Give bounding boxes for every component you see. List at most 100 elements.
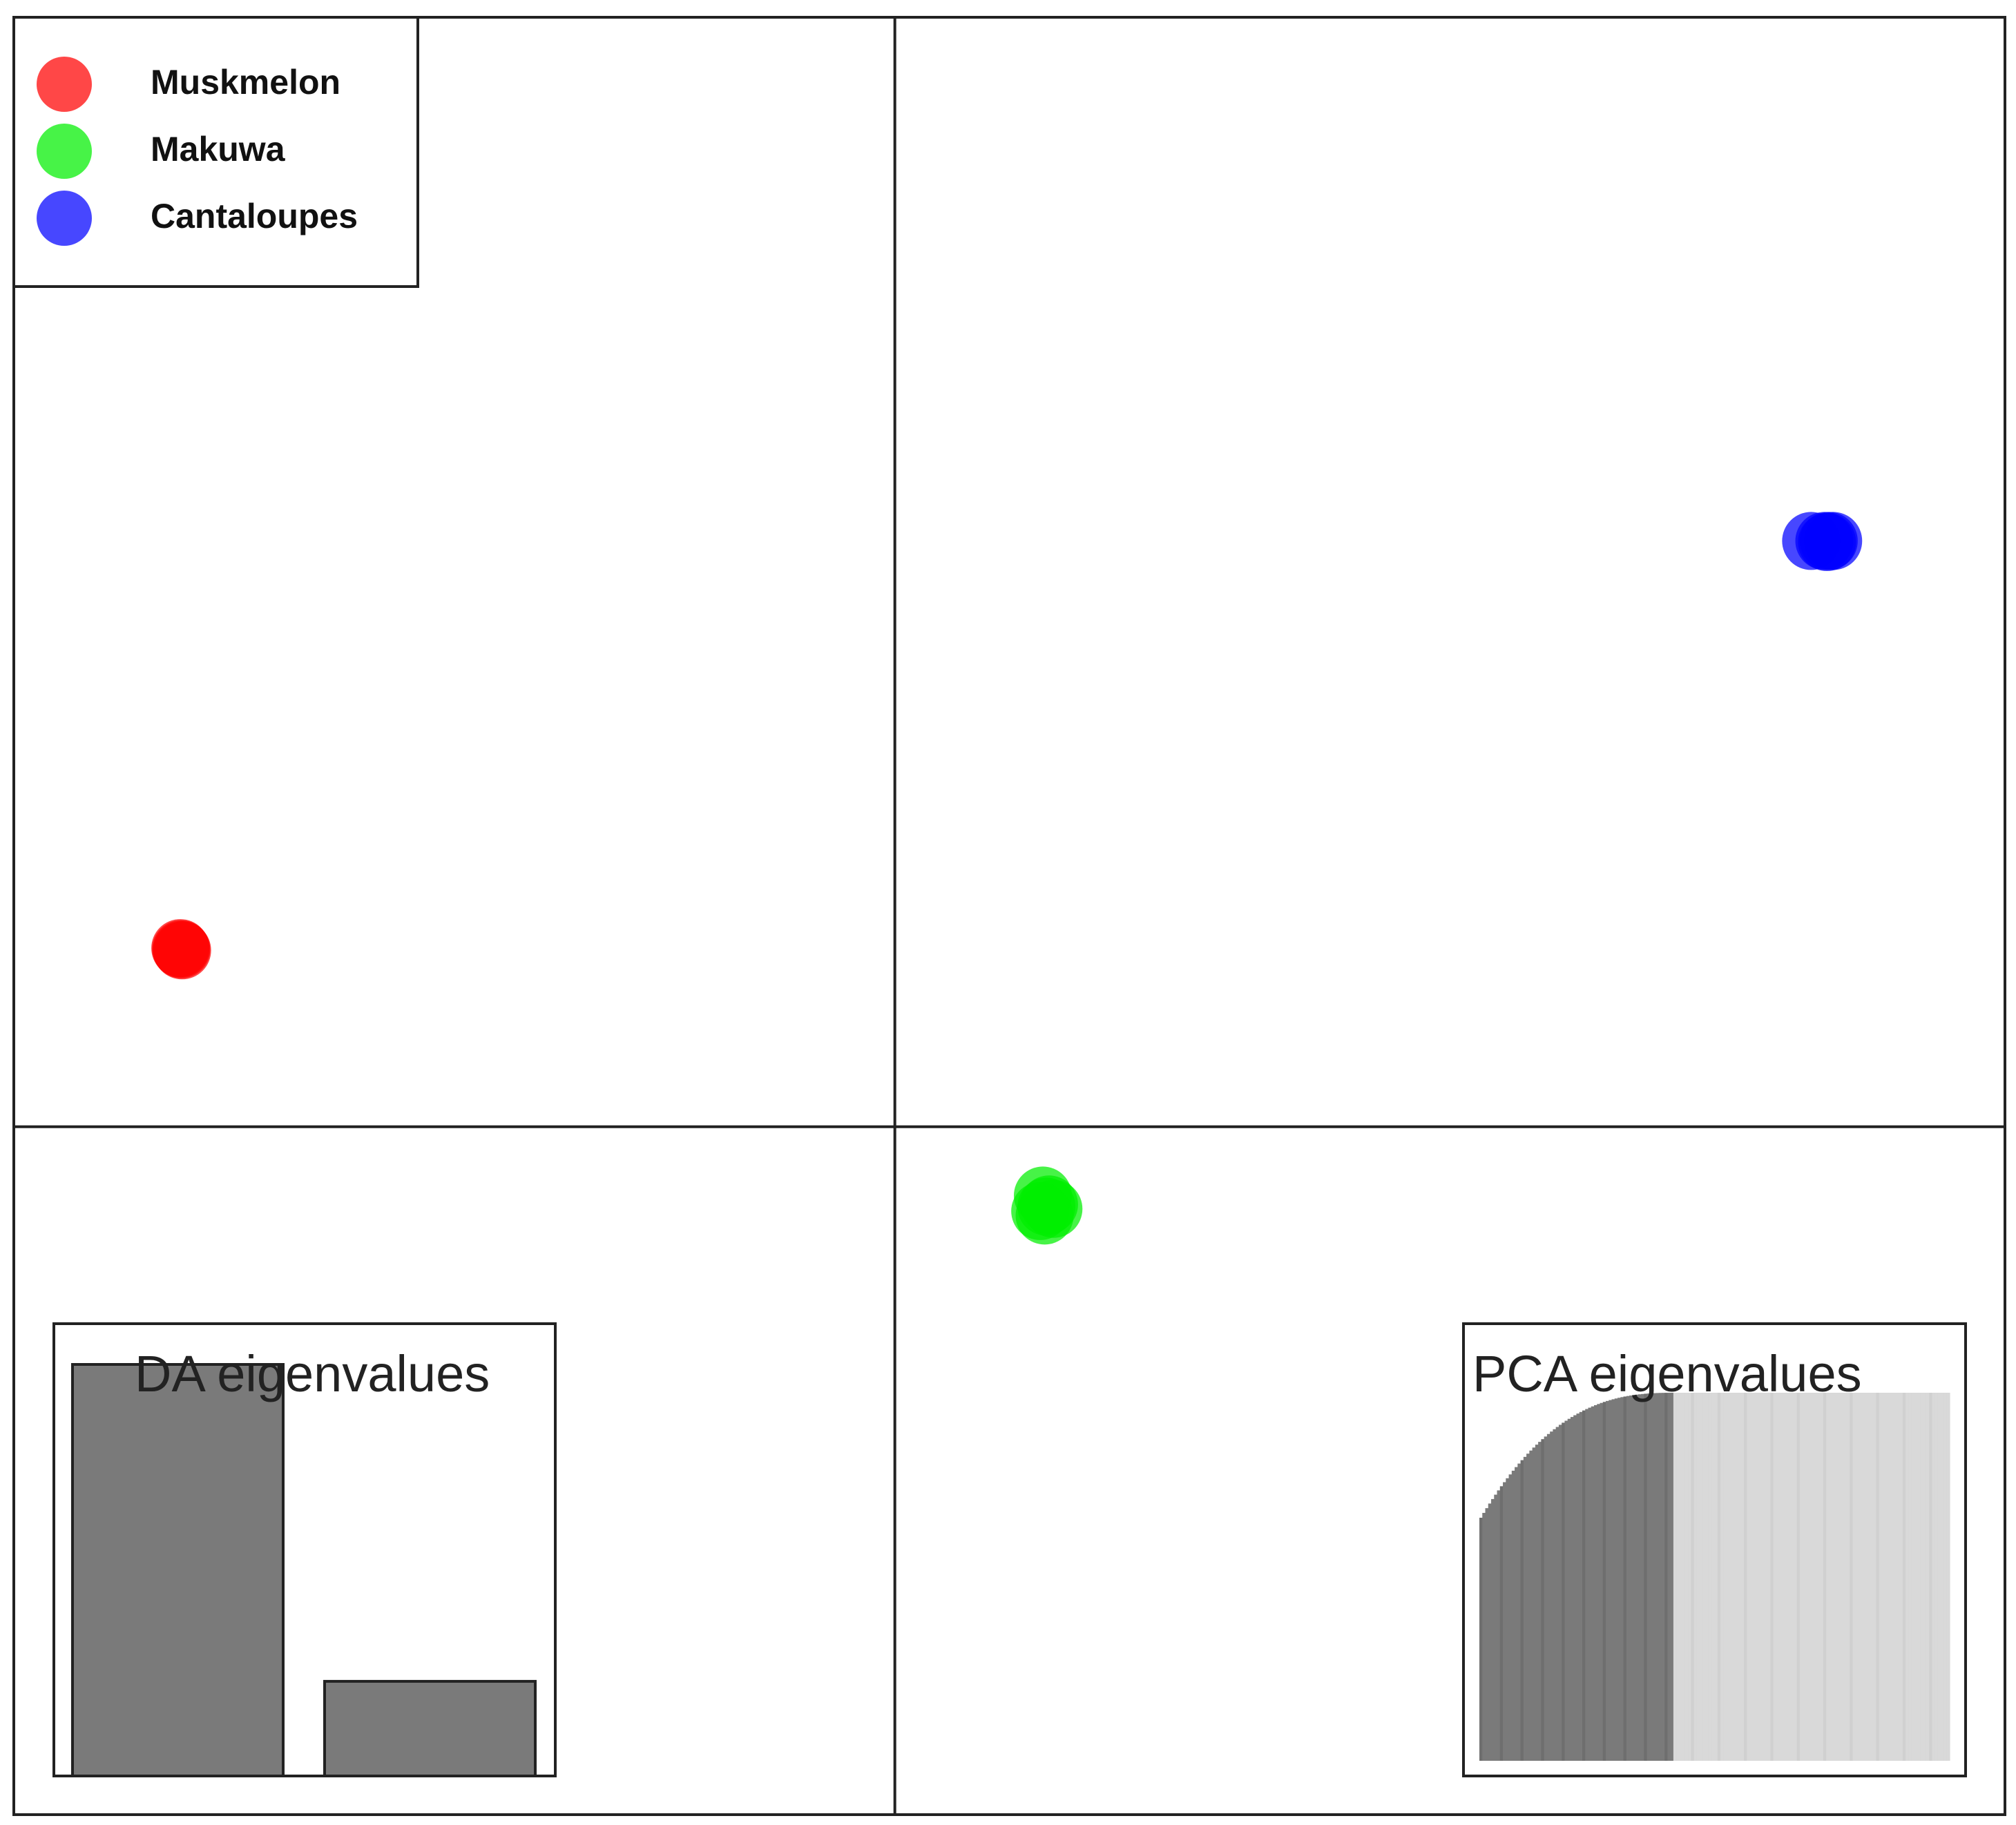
pca-eigenvalue-bar — [1882, 1393, 1885, 1761]
pca-eigenvalue-bar — [1885, 1393, 1889, 1761]
pca-eigenvalue-bar — [1864, 1393, 1868, 1761]
pca-eigenvalue-bar — [1902, 1393, 1906, 1761]
pca-retained-eigenvalue-bar — [1485, 1508, 1489, 1761]
pca-retained-eigenvalue-bar — [1532, 1447, 1536, 1761]
pca-eigenvalue-bar — [1688, 1393, 1692, 1761]
pca-retained-eigenvalue-bar — [1664, 1393, 1668, 1761]
pca-retained-eigenvalue-bar — [1579, 1411, 1583, 1761]
pca-retained-eigenvalue-bar — [1606, 1400, 1609, 1761]
pca-eigenvalue-bar — [1908, 1393, 1912, 1761]
pca-eigenvalue-bar — [1855, 1393, 1859, 1761]
pca-retained-eigenvalue-bar — [1647, 1393, 1651, 1761]
pca-eigenvalue-bar — [1673, 1393, 1677, 1761]
scatter-points — [151, 512, 1863, 1245]
pca-eigenvalue-bar — [1735, 1393, 1739, 1761]
pca-eigenvalue-bar — [1888, 1393, 1892, 1761]
pca-retained-eigenvalue-bar — [1593, 1404, 1597, 1761]
pca-retained-eigenvalue-bar — [1526, 1454, 1530, 1761]
pca-eigenvalue-bar — [1850, 1393, 1854, 1761]
pca-retained-eigenvalue-bar — [1661, 1393, 1665, 1761]
pca-retained-eigenvalue-bar — [1617, 1398, 1621, 1761]
pca-eigenvalue-bar — [1752, 1393, 1756, 1761]
pca-eigenvalue-bar — [1894, 1393, 1897, 1761]
pca-eigenvalue-bar — [1943, 1393, 1948, 1761]
pca-eigenvalue-bar — [1873, 1393, 1877, 1761]
pca-eigenvalue-bar — [1714, 1393, 1718, 1761]
pca-retained-eigenvalue-bar — [1491, 1498, 1495, 1761]
pca-retained-eigenvalue-bar — [1555, 1427, 1559, 1761]
pca-eigenvalue-bar — [1770, 1393, 1774, 1761]
da-eigenvalues-inset: DA eigenvalues — [52, 1322, 557, 1777]
pca-eigenvalue-bar — [1782, 1393, 1786, 1761]
pca-retained-eigenvalue-bar — [1497, 1490, 1501, 1761]
pca-retained-eigenvalue-bar — [1602, 1402, 1606, 1761]
pca-eigenvalue-bar — [1773, 1393, 1777, 1761]
pca-eigenvalue-bar — [1935, 1393, 1939, 1761]
pca-eigenvalue-bar — [1920, 1393, 1924, 1761]
pca-eigenvalue-bar — [1767, 1393, 1771, 1761]
pca-eigenvalue-bar — [1791, 1393, 1795, 1761]
pca-retained-eigenvalue-bar — [1541, 1439, 1545, 1761]
pca-eigenvalue-bar — [1808, 1393, 1812, 1761]
pca-retained-eigenvalue-bar — [1626, 1396, 1630, 1761]
pca-retained-eigenvalue-bar — [1635, 1394, 1639, 1761]
pca-eigenvalue-bar — [1705, 1393, 1709, 1761]
pca-retained-eigenvalue-bar — [1620, 1397, 1624, 1761]
pca-eigenvalue-bar — [1720, 1393, 1724, 1761]
pca-retained-eigenvalue-bar — [1570, 1417, 1574, 1761]
pca-eigenvalue-bar — [1829, 1393, 1833, 1761]
pca-eigenvalue-bar — [1726, 1393, 1730, 1761]
pca-retained-eigenvalue-bar — [1638, 1394, 1642, 1761]
pca-eigenvalue-bar — [1832, 1393, 1836, 1761]
pca-retained-eigenvalue-bar — [1573, 1415, 1577, 1761]
pca-retained-eigenvalue-bar — [1503, 1482, 1506, 1761]
pca-eigenvalue-bar — [1779, 1393, 1783, 1761]
pca-eigenvalue-bar — [1708, 1393, 1712, 1761]
pca-eigenvalue-bar — [1899, 1393, 1903, 1761]
pca-eigenvalue-bar — [1932, 1393, 1936, 1761]
pca-retained-eigenvalue-bar — [1658, 1393, 1662, 1761]
data-point-makuwa — [1019, 1175, 1078, 1234]
pca-eigenvalue-bar — [1723, 1393, 1727, 1761]
pca-eigenvalue-bar — [1758, 1393, 1763, 1761]
pca-eigenvalue-bar — [1702, 1393, 1707, 1761]
pca-retained-eigenvalue-bar — [1506, 1478, 1510, 1761]
pca-retained-eigenvalue-bar — [1641, 1393, 1644, 1761]
pca-retained-eigenvalue-bar — [1629, 1395, 1633, 1761]
pca-eigenvalue-bar — [1711, 1393, 1716, 1761]
pca-eigenvalue-bar — [1696, 1393, 1700, 1761]
pca-retained-eigenvalue-bar — [1499, 1486, 1504, 1761]
pca-eigenvalue-bar — [1747, 1393, 1751, 1761]
pca-eigenvalue-bar — [1847, 1393, 1850, 1761]
pca-retained-eigenvalue-bar — [1511, 1470, 1515, 1761]
pca-retained-eigenvalue-bar — [1588, 1407, 1592, 1761]
pca-eigenvalue-bar — [1679, 1393, 1683, 1761]
pca-eigenvalue-bar — [1785, 1393, 1789, 1761]
pca-eigenvalue-bar — [1684, 1393, 1689, 1761]
pca-eigenvalue-bar — [1841, 1393, 1845, 1761]
pca-eigenvalue-bar — [1838, 1393, 1842, 1761]
pca-retained-eigenvalue-bar — [1576, 1413, 1580, 1761]
pca-eigenvalue-bar — [1890, 1393, 1894, 1761]
pca-eigenvalue-bar — [1732, 1393, 1736, 1761]
pca-eigenvalue-bar — [1756, 1393, 1759, 1761]
pca-eigenvalue-bar — [1803, 1393, 1807, 1761]
pca-retained-eigenvalue-bar — [1488, 1503, 1492, 1761]
pca-retained-eigenvalue-bar — [1609, 1400, 1613, 1761]
da-inset-title: DA eigenvalues — [135, 1345, 490, 1402]
pca-retained-eigenvalue-bar — [1538, 1442, 1542, 1761]
pca-retained-eigenvalue-bar — [1585, 1409, 1589, 1761]
pca-eigenvalue-bar — [1787, 1393, 1792, 1761]
pca-eigenvalue-bar — [1835, 1393, 1839, 1761]
legend-marker-muskmelon — [37, 57, 92, 112]
pca-eigenvalue-bar — [1879, 1393, 1883, 1761]
pca-retained-eigenvalue-bar — [1600, 1402, 1604, 1761]
da-eigenvalue-bar — [323, 1679, 537, 1777]
pca-eigenvalue-bar — [1820, 1393, 1824, 1761]
legend: Muskmelon Makuwa Cantaloupes — [12, 16, 419, 288]
pca-eigenvalue-bar — [1923, 1393, 1927, 1761]
pca-eigenvalue-bar — [1946, 1393, 1950, 1761]
pca-retained-eigenvalue-bar — [1564, 1420, 1568, 1761]
pca-retained-eigenvalue-bar — [1479, 1518, 1483, 1761]
